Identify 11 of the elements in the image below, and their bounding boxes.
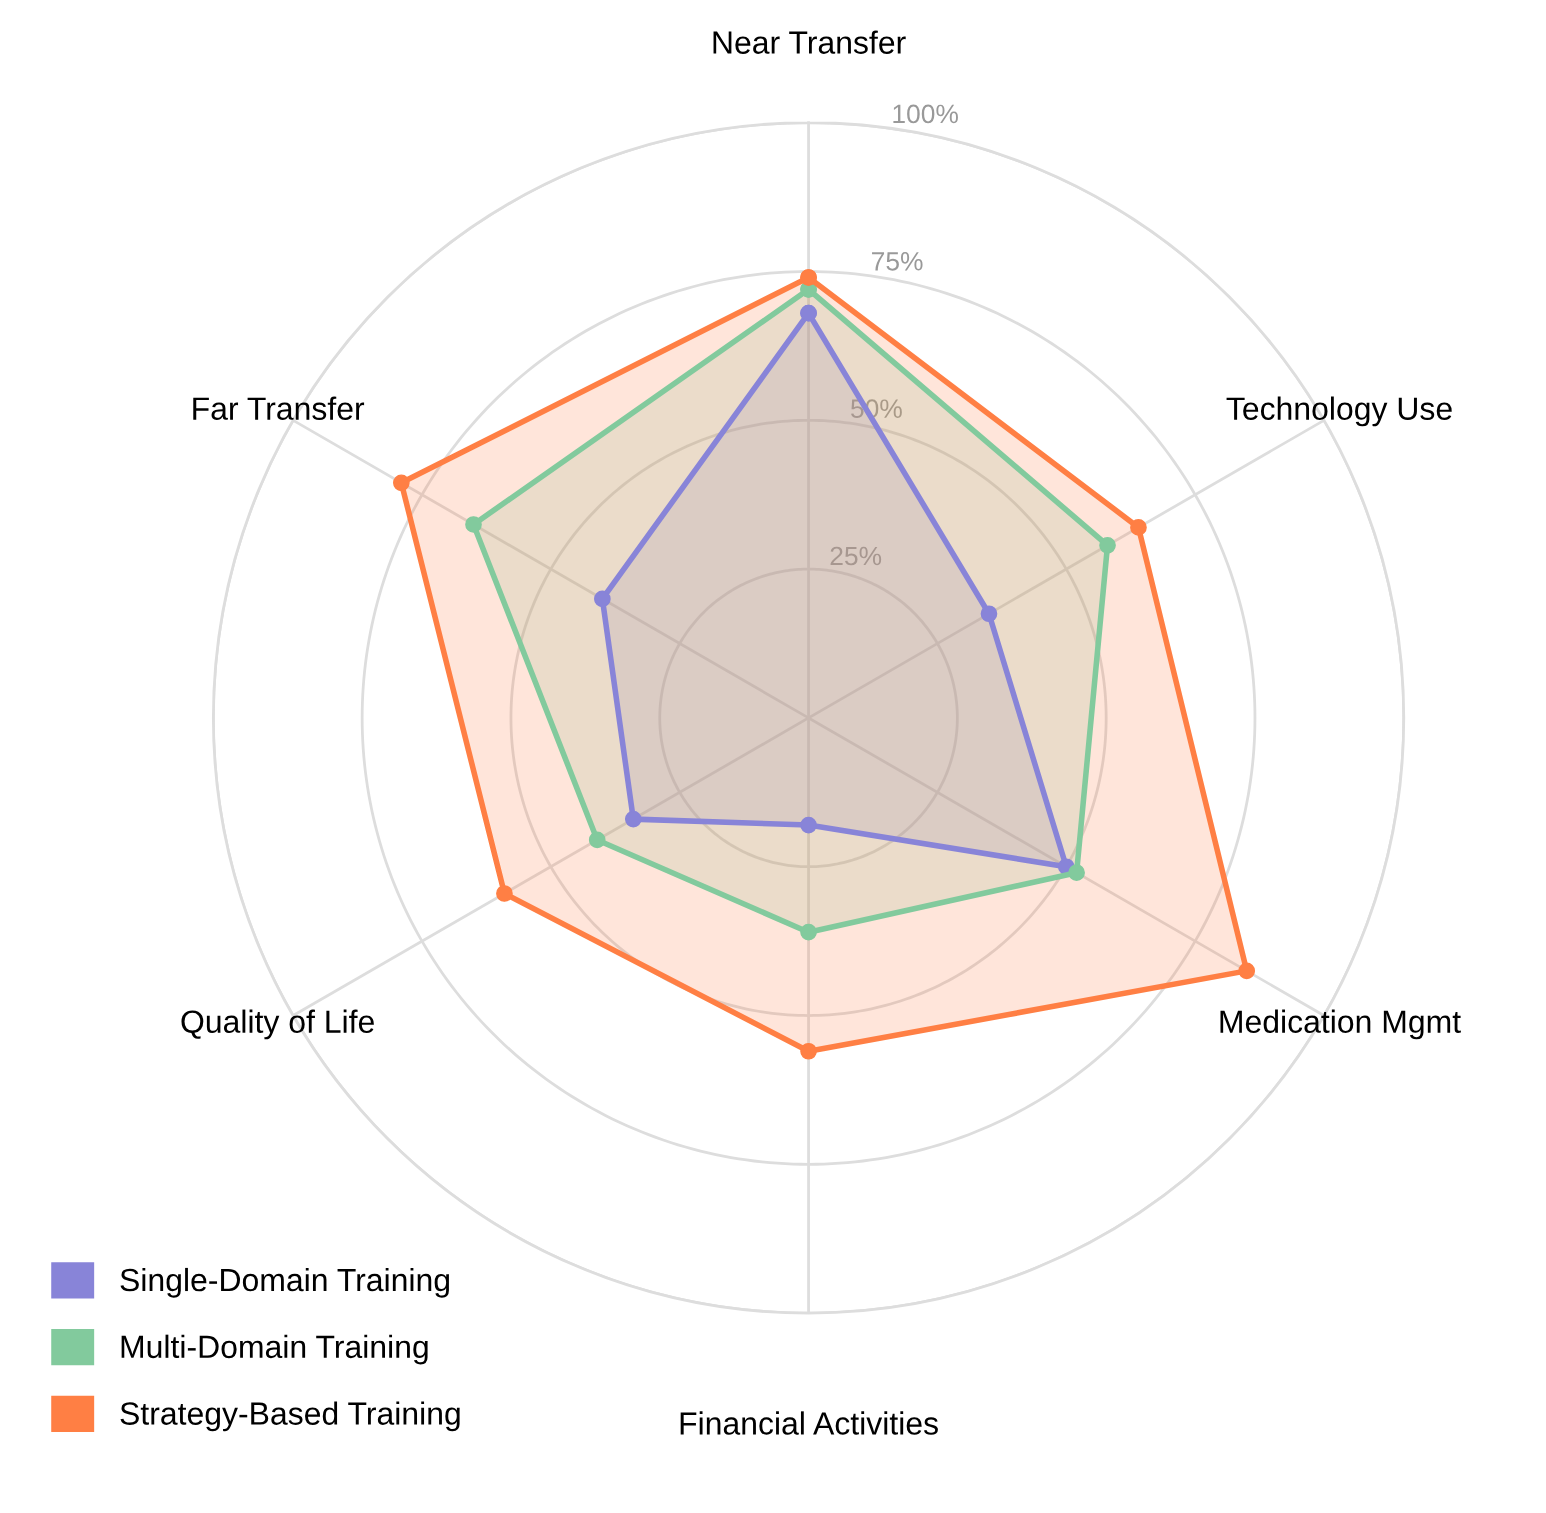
legend-label: Strategy-Based Training bbox=[120, 1401, 460, 1432]
legend-label: Single-Domain Training bbox=[120, 1267, 449, 1298]
spoke-label: Financial Activities bbox=[680, 1411, 938, 1435]
spoke-label: Technology Use bbox=[1226, 396, 1452, 427]
spoke-label: Far Transfer bbox=[193, 396, 365, 420]
legend-label: Multi-Domain Training bbox=[121, 1334, 428, 1365]
spoke-label: Quality of Life bbox=[181, 1009, 374, 1040]
spoke-label: Near Transfer bbox=[713, 30, 906, 54]
y-tick-label: 75% bbox=[872, 252, 923, 271]
spoke-label: Medication Mgmt bbox=[1220, 1009, 1461, 1040]
y-tick-label: 100% bbox=[893, 104, 958, 124]
